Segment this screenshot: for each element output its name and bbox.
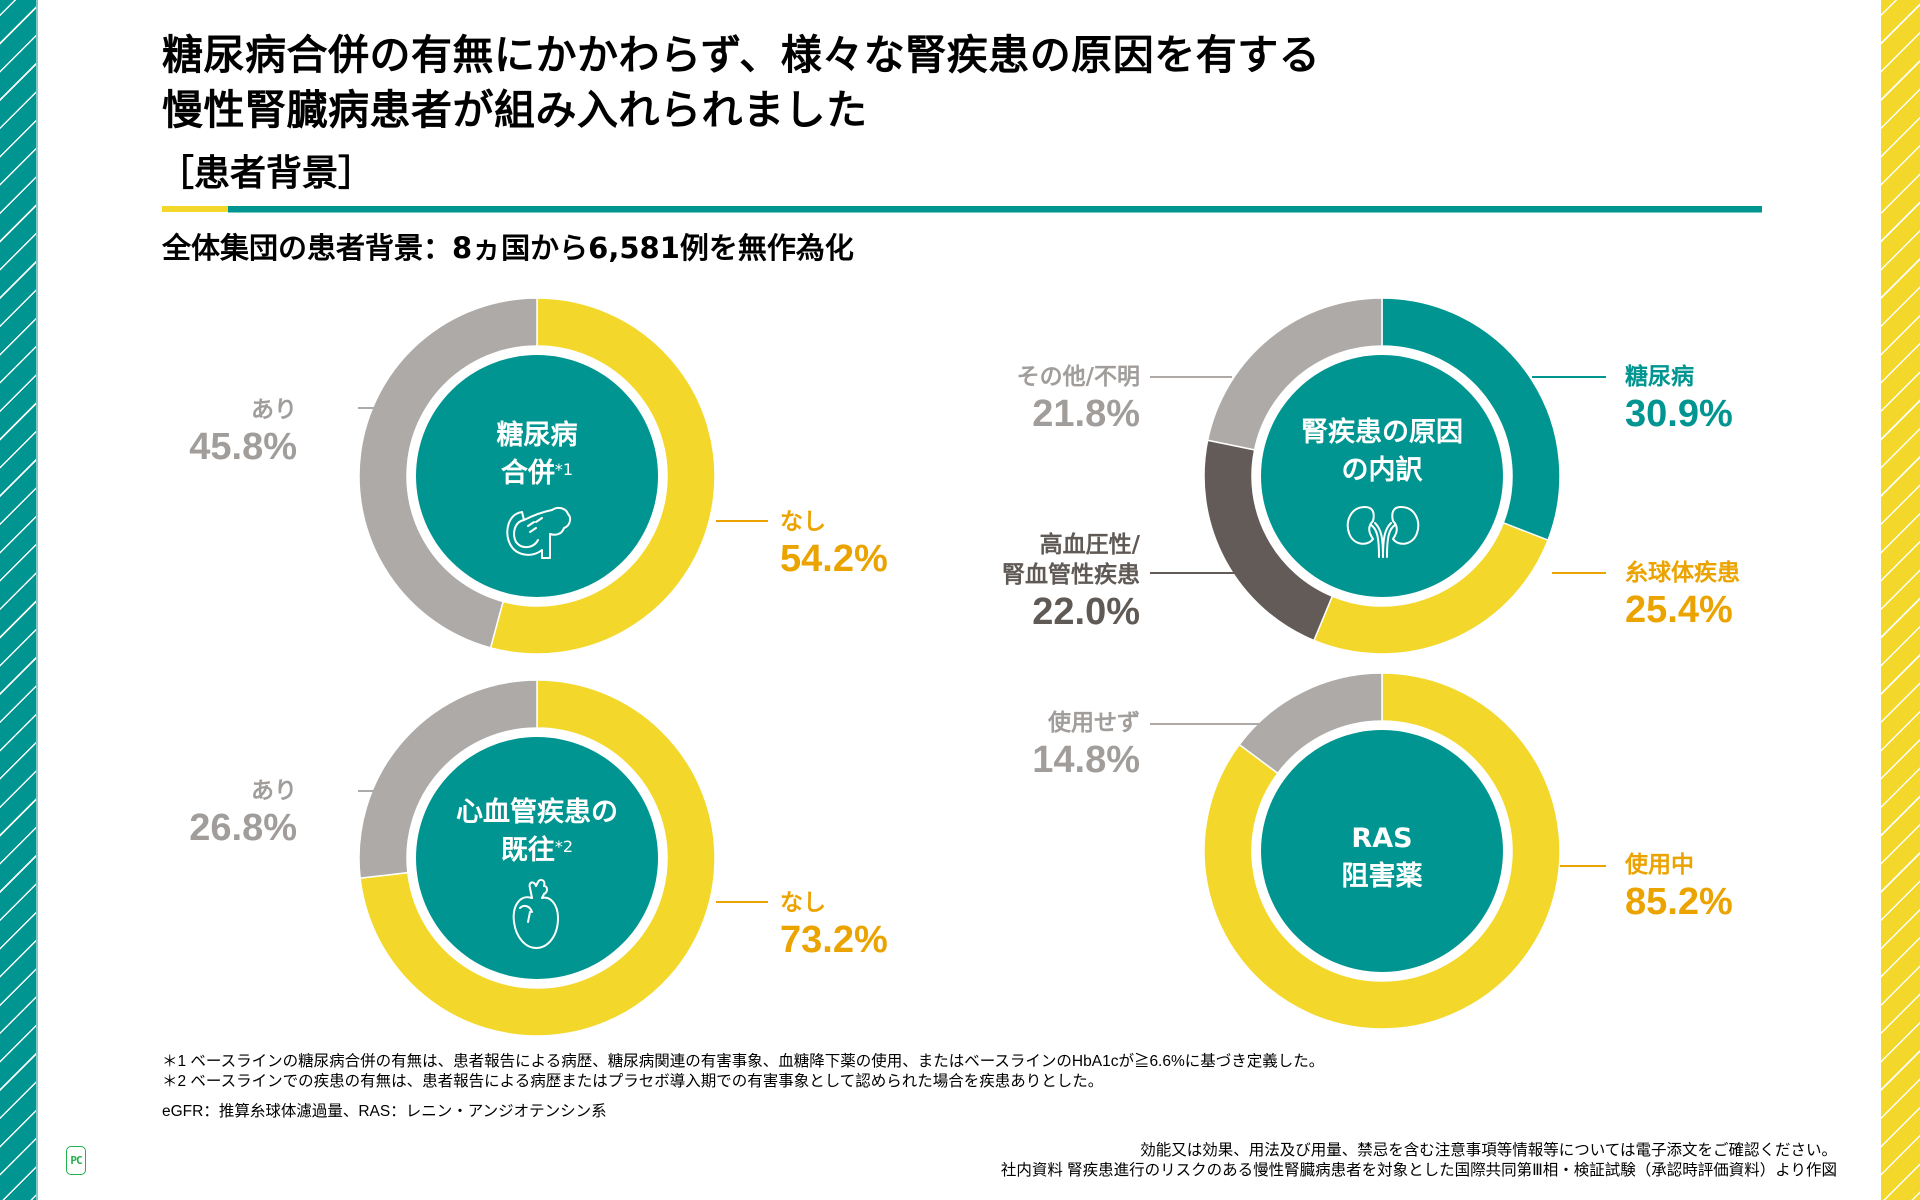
title-line-1: 糖尿病合併の有無にかかわらず、様々な腎疾患の原因を有する [162,31,1321,79]
center-label-cvd: 心血管疾患の 既往*2 [417,794,657,870]
center-label-kidney-cause: 腎疾患の原因 の内訳 [1262,414,1502,490]
label-ras-used: 使用中 85.2% [1625,850,1733,924]
slice-value: 26.8% [189,807,297,849]
slice-value: 25.4% [1625,589,1733,631]
slice-value: 30.9% [1625,393,1733,435]
slice-value: 22.0% [1032,591,1140,633]
slice-value: 85.2% [1625,881,1733,923]
slice-label-line-2: 腎血管性疾患 [1002,562,1140,588]
slice-label: 使用中 [1625,852,1694,878]
center-label-ras: RAS 阻害薬 [1282,820,1482,896]
center-line-1: 心血管疾患の [456,797,618,828]
center-line-2: 既往*2 [417,832,657,870]
label-diabetic-kidney: 糖尿病 30.9% [1625,362,1733,436]
slice-value: 45.8% [189,426,297,468]
slice-label: あり [251,778,297,804]
label-other-unknown: その他/不明 21.8% [1017,362,1140,436]
center-line-2: の内訳 [1341,455,1423,486]
slice-kidney-cause-3 [1206,297,1383,451]
footnotes: ＊1 ベースラインの糖尿病合併の有無は、患者報告による病歴、糖尿病関連の有害事象… [162,1052,1324,1122]
slice-label: 糸球体疾患 [1625,560,1740,586]
footer-line-1: 効能又は効果、用法及び用量、禁忌を含む注意事項等情報等については電子添文をご確認… [1140,1142,1837,1159]
center-line-2-text: 既往 [500,835,555,866]
heart-icon [512,878,559,949]
left-decorative-stripe [0,0,38,1200]
right-decorative-stripe [1881,0,1920,1200]
divider-accent [162,206,228,212]
footnote-ref: *1 [554,460,574,479]
slice-label: なし [780,509,826,535]
slice-label: 使用せず [1048,710,1140,736]
donut-center-diabetes [416,355,658,597]
section-heading: ［患者背景］ [158,153,375,194]
slice-label: なし [780,890,826,916]
slice-value: 21.8% [1032,393,1140,435]
page-title: 糖尿病合併の有無にかかわらず、様々な腎疾患の原因を有する 慢性腎臓病患者が組み入… [162,28,1320,138]
footnote-ref: *2 [554,837,574,856]
slice-value: 73.2% [780,919,888,961]
center-line-1: RAS [1351,823,1413,854]
divider-line [228,206,1762,213]
donut-cvd-history [358,679,716,1037]
donut-ras-inhibitor [1203,672,1561,1030]
slice-label: あり [251,397,297,423]
label-ras-not-used: 使用せず 14.8% [1032,708,1140,782]
slice-value: 14.8% [1032,739,1140,781]
slice-kidney-cause-0 [1381,297,1561,542]
footnote-1: ＊1 ベースラインの糖尿病合併の有無は、患者報告による病歴、糖尿病関連の有害事象… [162,1053,1325,1070]
slice-ras-inhibitor-0 [1203,672,1561,1030]
center-label-diabetes: 糖尿病 合併*1 [437,417,637,493]
donut-center-ras-inhibitor [1261,730,1503,972]
pc-logo: PC [66,1146,86,1175]
pancreas-icon [506,506,572,559]
label-diabetes-no: なし 54.2% [780,507,888,581]
slice-value: 54.2% [780,538,888,580]
footer-line-2: 社内資料 腎疾患進行のリスクのある慢性腎臓病患者を対象とした国際共同第Ⅲ相・検証… [1000,1162,1837,1179]
footnote-2: ＊2 ベースラインでの疾患の有無は、患者報告による病歴またはプラセボ導入期での有… [162,1073,1104,1090]
slice-label: その他/不明 [1016,364,1140,390]
footer: 効能又は効果、用法及び用量、禁忌を含む注意事項等情報等については電子添文をご確認… [1001,1141,1837,1181]
label-diabetes-yes: あり 45.8% [189,395,297,469]
slice-label-line-1: 高血圧性/ [1039,532,1140,558]
slice-diabetes-1 [358,297,538,649]
label-hypertensive: 高血圧性/ 腎血管性疾患 22.0% [1002,530,1140,634]
label-glomerular: 糸球体疾患 25.4% [1625,558,1740,632]
center-line-1: 腎疾患の原因 [1301,417,1463,448]
center-line-2: 阻害薬 [1341,861,1423,892]
slice-diabetes-0 [489,297,716,655]
slice-label: 糖尿病 [1625,364,1694,390]
label-cvd-yes: あり 26.8% [189,776,297,850]
donut-diabetes [358,297,716,655]
donut-center-kidney-cause [1261,355,1503,597]
title-line-2: 慢性腎臓病患者が組み入れられました [162,86,868,134]
slice-ras-inhibitor-1 [1238,672,1383,775]
abbreviations: eGFR：推算糸球体濾過量、RAS：レニン・アンジオテンシン系 [162,1103,607,1120]
slice-cvd-history-1 [358,679,538,879]
donut-kidney-cause [1203,297,1561,655]
slice-cvd-history-0 [359,679,716,1037]
center-line-2: 合併*1 [437,455,637,493]
kidney-icon [1346,506,1420,558]
donut-center-cvd-history [416,737,658,979]
chart-subtitle: 全体集団の患者背景：8ヵ国から6,581例を無作為化 [162,231,854,265]
label-cvd-no: なし 73.2% [780,888,888,962]
center-line-1: 糖尿病 [496,420,578,451]
center-line-2-text: 合併 [500,458,555,489]
